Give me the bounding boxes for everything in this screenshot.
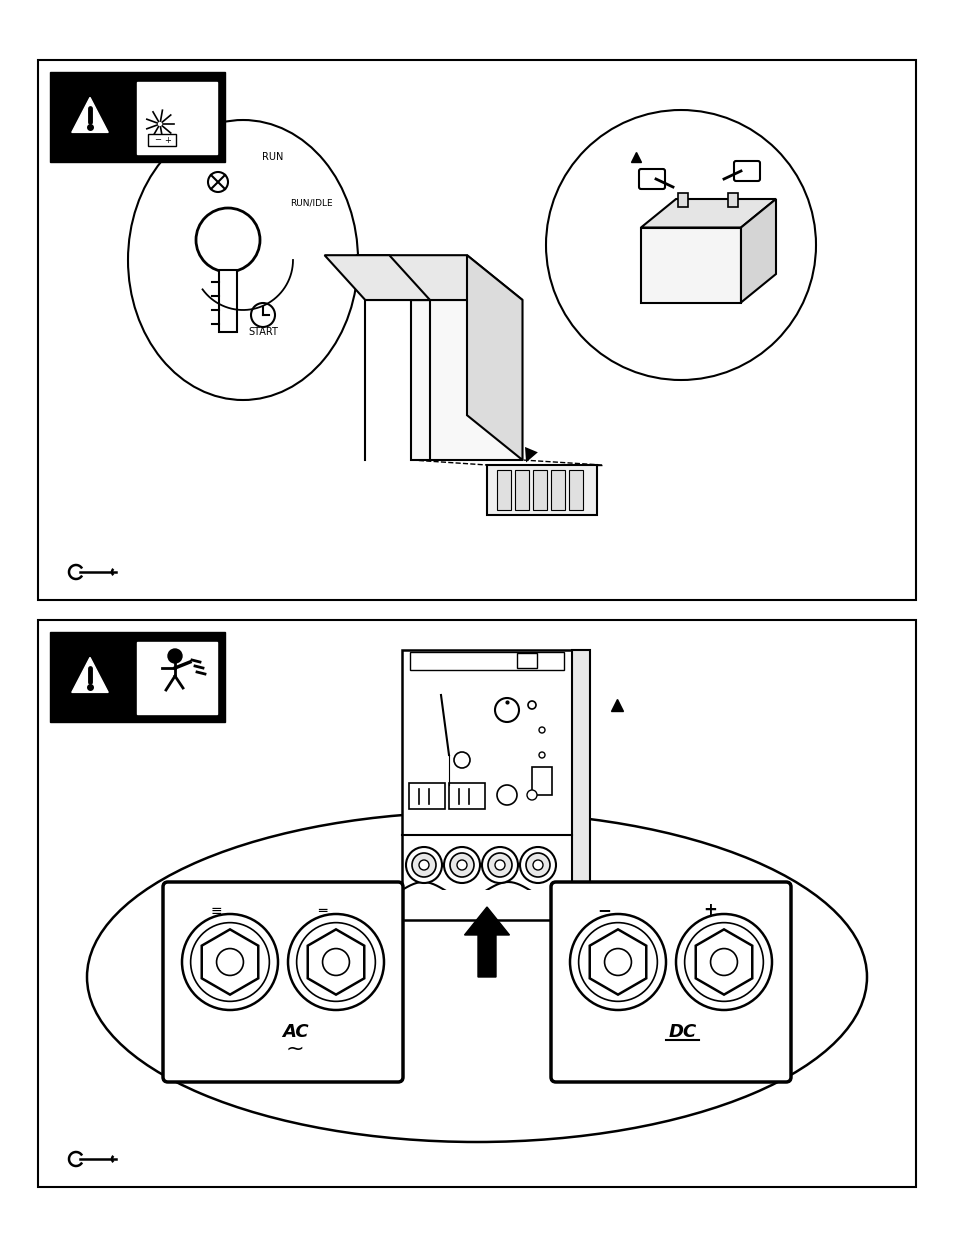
Bar — [497, 471, 511, 510]
Circle shape — [684, 923, 762, 1002]
Bar — [63, 651, 116, 704]
Circle shape — [182, 914, 277, 1010]
Circle shape — [604, 948, 631, 976]
FancyBboxPatch shape — [551, 882, 790, 1082]
Circle shape — [488, 853, 512, 877]
Polygon shape — [201, 930, 258, 994]
Bar — [568, 471, 582, 510]
Circle shape — [569, 914, 665, 1010]
Text: AC: AC — [281, 1023, 308, 1041]
Polygon shape — [589, 930, 645, 994]
Text: RUN/IDLE: RUN/IDLE — [290, 198, 332, 207]
Bar — [410, 652, 563, 671]
Circle shape — [710, 948, 737, 976]
Polygon shape — [355, 256, 522, 300]
Bar — [515, 471, 529, 510]
Bar — [572, 650, 589, 911]
Ellipse shape — [87, 811, 866, 1142]
Text: OFF: OFF — [198, 147, 217, 157]
Circle shape — [412, 853, 436, 877]
Bar — [38, 620, 915, 1187]
Bar — [137, 642, 216, 714]
Text: ~: ~ — [285, 1039, 304, 1058]
Bar — [533, 471, 546, 510]
Circle shape — [216, 948, 243, 976]
Bar — [148, 135, 175, 146]
Polygon shape — [308, 930, 364, 994]
Circle shape — [578, 923, 657, 1002]
Circle shape — [456, 860, 467, 869]
Text: ≡: ≡ — [210, 904, 222, 918]
Circle shape — [443, 847, 479, 883]
Circle shape — [322, 948, 349, 976]
Polygon shape — [324, 256, 430, 300]
Circle shape — [495, 698, 518, 722]
Circle shape — [497, 785, 517, 805]
Text: START: START — [248, 327, 277, 337]
Text: −: − — [153, 136, 161, 144]
Circle shape — [406, 847, 441, 883]
Circle shape — [676, 914, 771, 1010]
Text: ═: ═ — [317, 904, 326, 918]
FancyArrow shape — [464, 906, 509, 977]
Polygon shape — [71, 98, 108, 132]
Circle shape — [195, 207, 260, 272]
Bar — [63, 90, 116, 143]
Circle shape — [533, 860, 542, 869]
Circle shape — [191, 923, 269, 1002]
Circle shape — [481, 847, 517, 883]
Bar — [219, 270, 236, 332]
Bar — [50, 632, 225, 722]
Polygon shape — [695, 930, 752, 994]
Bar — [50, 72, 225, 162]
Bar — [640, 227, 740, 303]
FancyBboxPatch shape — [163, 882, 402, 1082]
Circle shape — [538, 727, 544, 734]
Text: DC: DC — [668, 1023, 697, 1041]
Circle shape — [538, 752, 544, 758]
Text: −: − — [597, 902, 610, 919]
Bar — [401, 650, 572, 920]
Bar — [728, 193, 738, 207]
Bar — [678, 193, 688, 207]
Circle shape — [288, 914, 384, 1010]
Polygon shape — [640, 199, 775, 227]
Bar — [401, 890, 572, 905]
Bar — [551, 471, 564, 510]
Bar — [449, 783, 484, 809]
Circle shape — [251, 303, 274, 327]
Circle shape — [454, 752, 470, 768]
Polygon shape — [467, 256, 522, 459]
Ellipse shape — [128, 120, 357, 400]
Polygon shape — [740, 199, 775, 303]
Text: +: + — [702, 902, 717, 919]
Bar — [532, 767, 552, 795]
Circle shape — [538, 777, 544, 783]
Circle shape — [418, 860, 429, 869]
Circle shape — [495, 860, 504, 869]
Polygon shape — [71, 657, 108, 693]
Circle shape — [296, 923, 375, 1002]
Text: RUN: RUN — [262, 152, 283, 162]
Circle shape — [527, 701, 536, 709]
Circle shape — [526, 790, 537, 800]
Circle shape — [545, 110, 815, 380]
Bar — [517, 653, 537, 668]
Bar — [411, 300, 522, 459]
Circle shape — [525, 853, 550, 877]
Circle shape — [168, 650, 182, 663]
FancyBboxPatch shape — [733, 161, 760, 182]
Bar — [38, 61, 915, 600]
Bar — [409, 783, 444, 809]
Bar — [137, 82, 216, 154]
Circle shape — [450, 853, 474, 877]
Circle shape — [519, 847, 556, 883]
Text: +: + — [164, 136, 171, 144]
FancyBboxPatch shape — [486, 466, 597, 515]
FancyBboxPatch shape — [639, 169, 664, 189]
Circle shape — [208, 172, 228, 191]
